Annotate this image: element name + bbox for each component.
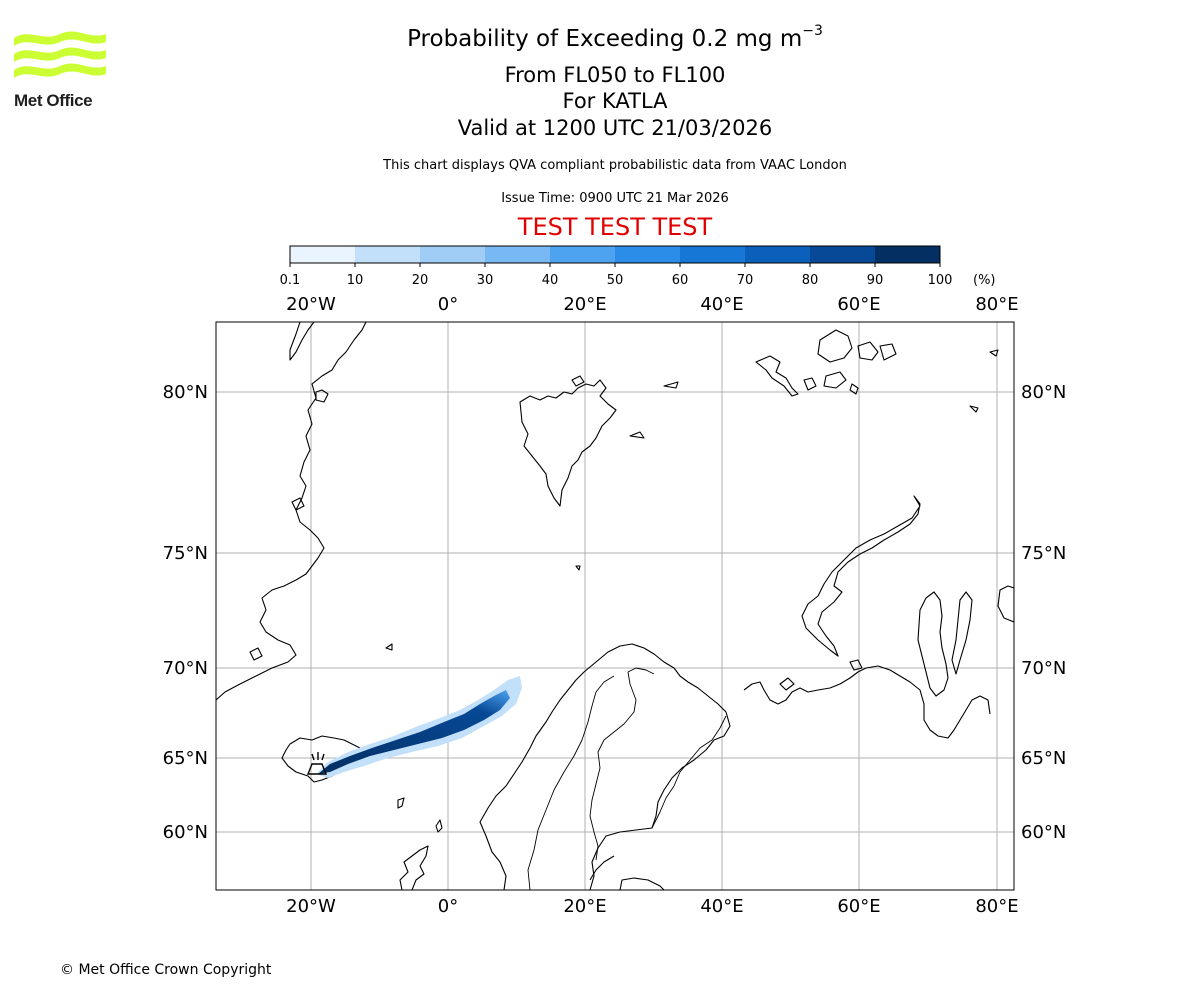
lat-label-left-60n: 60°N [163,822,208,843]
colorbar-cell [485,246,551,263]
lon-label-bottom-20w: 20°W [286,896,336,917]
colorbar-cell [355,246,421,263]
coast-scotland [399,845,429,890]
colorbar-cells [290,246,941,263]
lat-label-left-70n: 70°N [163,658,208,679]
flight-levels: From FL050 to FL100 [504,63,726,87]
lon-label-top-80e: 80°E [975,294,1018,315]
coast-greenland-islands [249,389,329,661]
lon-label-bottom-40e: 40°E [700,896,743,917]
coast-kolguev [779,659,863,691]
coastlines [216,322,1014,890]
colorbar-cell [745,246,811,263]
coast-franz-josef-land [755,329,999,413]
coast-faroe [397,797,405,809]
copyright: © Met Office Crown Copyright [60,962,272,978]
lon-label-top-20e: 20°E [563,294,606,315]
lat-label-left-75n: 75°N [163,543,208,564]
colorbar-tick-label: 80 [802,273,819,288]
valid-time: Valid at 1200 UTC 21/03/2026 [457,116,773,140]
lon-labels-top: 20°W 0° 20°E 40°E 60°E 80°E [286,294,1018,315]
data-note: This chart displays QVA compliant probab… [383,158,847,173]
coast-novaya-zemlya [801,495,921,657]
colorbar-cell [680,246,746,263]
border-finland-russia [651,715,727,829]
colorbar-cell [420,246,486,263]
border-norway-sweden [527,675,615,890]
lat-label-right-80n: 80°N [1021,382,1066,403]
colorbar-tick-label: 40 [542,273,559,288]
colorbar-tick-label: 10 [347,273,364,288]
map-frame [215,321,1015,891]
lat-label-right-60n: 60°N [1021,822,1066,843]
coast-svalbard-islands [571,375,679,571]
coast-svalbard [519,379,617,507]
plume-core-high-probability [318,690,510,774]
border-sweden-finland [589,667,655,861]
lon-label-top-20w: 20°W [286,294,336,315]
issue-time: Issue Time: 0900 UTC 21 Mar 2026 [501,191,729,206]
lat-label-left-65n: 65°N [163,748,208,769]
coast-shetland [435,819,443,833]
lon-label-top-60e: 60°E [837,294,880,315]
lat-label-left-80n: 80°N [163,382,208,403]
colorbar-cell [550,246,616,263]
colorbar-tick-label: 70 [737,273,754,288]
colorbar-tick-label: 60 [672,273,689,288]
title-exponent: −3 [802,23,823,39]
ash-plume [306,676,522,778]
volcano-marker-icon [306,752,328,775]
title-main: Probability of Exceeding 0.2 mg m [407,26,803,52]
colorbar-cell [290,246,356,263]
colorbar-tick-label: 50 [607,273,624,288]
lat-labels-left: 80°N 75°N 70°N 65°N 60°N [163,382,208,843]
colorbar-tick-label: 100 [928,273,953,288]
colorbar-tick-label: 0.1 [280,273,301,288]
volcano-name: For KATLA [562,89,668,113]
lon-label-top-40e: 40°E [700,294,743,315]
coast-baltic [589,855,665,890]
coast-scandinavia [479,643,731,890]
coast-russia-north [743,665,991,739]
met-office-logo: Met Office [14,30,106,112]
lon-labels-bottom: 20°W 0° 20°E 40°E 60°E 80°E [286,896,1018,917]
colorbar-cell [810,246,876,263]
colorbar: 0.1 10 20 30 40 50 60 70 80 90 100 (%) [280,245,996,288]
lon-label-bottom-60e: 60°E [837,896,880,917]
colorbar-unit: (%) [973,273,996,288]
lat-label-right-75n: 75°N [1021,543,1066,564]
coast-yamal [917,585,1014,697]
lat-label-right-65n: 65°N [1021,748,1066,769]
lon-label-bottom-80e: 80°E [975,896,1018,917]
logo-text: Met Office [14,91,93,110]
coast-greenland [216,322,367,701]
chart-title: Probability of Exceeding 0.2 mg m−3 [250,23,980,52]
colorbar-tick-label: 90 [867,273,884,288]
lat-label-right-70n: 70°N [1021,658,1066,679]
colorbar-tick-label: 30 [477,273,494,288]
lat-labels-right: 80°N 75°N 70°N 65°N 60°N [1021,382,1066,843]
lon-label-bottom-20e: 20°E [563,896,606,917]
test-banner: TEST TEST TEST [517,213,713,241]
colorbar-cell [875,246,941,263]
longitude-gridlines [310,322,998,890]
coast-jan-mayen [385,643,393,651]
lon-label-top-0: 0° [438,294,458,315]
colorbar-cell [615,246,681,263]
colorbar-tick-label: 20 [412,273,429,288]
met-office-waves-icon [14,31,106,78]
lon-label-bottom-0: 0° [438,896,458,917]
colorbar-ticks: 0.1 10 20 30 40 50 60 70 80 90 100 [280,263,953,288]
